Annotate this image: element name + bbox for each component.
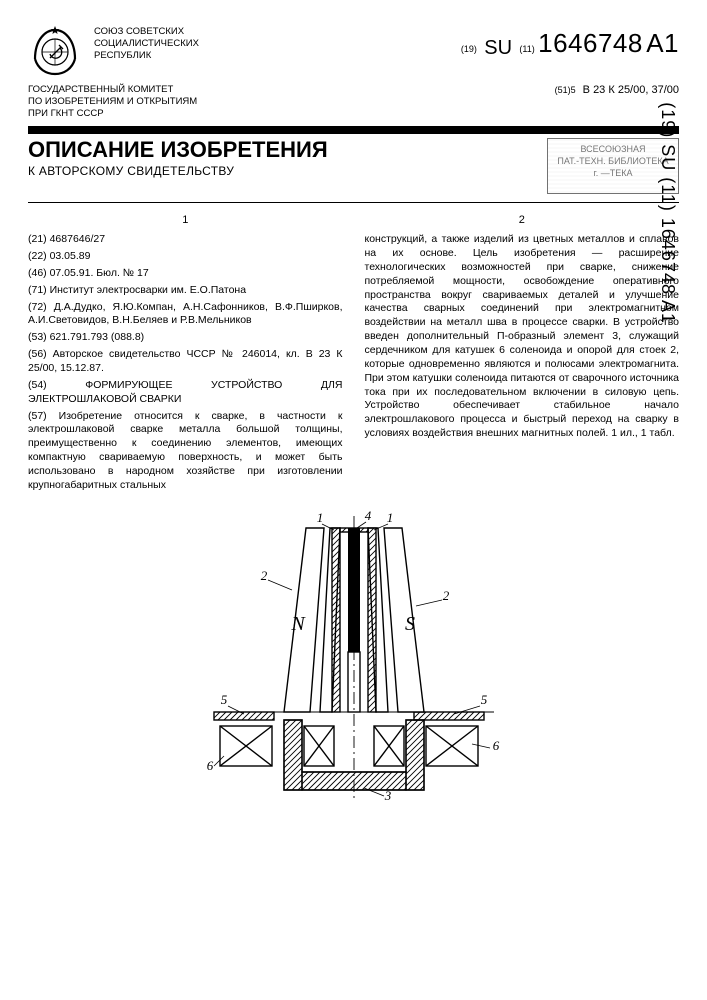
col2-number: 2 bbox=[365, 213, 680, 228]
state-committee: ГОСУДАРСТВЕННЫЙ КОМИТЕТ ПО ИЗОБРЕТЕНИЯМ … bbox=[28, 84, 197, 120]
svg-text:6: 6 bbox=[206, 758, 213, 773]
country-code: SU bbox=[484, 37, 512, 59]
svg-text:2: 2 bbox=[442, 588, 449, 603]
light-rule bbox=[28, 202, 679, 203]
svg-text:N: N bbox=[290, 613, 306, 635]
svg-text:1: 1 bbox=[316, 510, 323, 525]
svg-text:1: 1 bbox=[386, 510, 393, 525]
field-53: (53) 621.791.793 (088.8) bbox=[28, 331, 343, 345]
svg-text:S: S bbox=[405, 613, 415, 635]
issuing-body: СОЮЗ СОВЕТСКИХ СОЦИАЛИСТИЧЕСКИХ РЕСПУБЛИ… bbox=[94, 24, 199, 62]
svg-text:4: 4 bbox=[364, 510, 371, 523]
kind-code: A1 bbox=[646, 28, 679, 58]
kind-prefix: (11) bbox=[519, 44, 534, 54]
figure-diagram: N S 1 1 4 2 2 5 5 6 6 3 bbox=[28, 510, 679, 810]
svg-text:3: 3 bbox=[383, 788, 391, 803]
side-doc-number: (19) SU (11) 1646748 A1 bbox=[657, 102, 678, 324]
field-72: (72) Д.А.Дудко, Я.Ю.Компан, А.Н.Сафонник… bbox=[28, 301, 343, 329]
abstract-block: конструкций, а также изделий из цветных … bbox=[365, 233, 680, 441]
field-71: (71) Институт электросварки им. Е.О.Пато… bbox=[28, 284, 343, 298]
heavy-rule bbox=[28, 126, 679, 134]
patent-number: (19) SU (11) 1646748 A1 bbox=[461, 24, 679, 60]
field-54: (54) ФОРМИРУЮЩЕЕ УСТРОЙСТВО ДЛЯ ЭЛЕКТРОШ… bbox=[28, 379, 343, 407]
svg-text:5: 5 bbox=[480, 692, 487, 707]
field-56: (56) Авторское свидетельство ЧССР № 2460… bbox=[28, 348, 343, 376]
field-22: (22) 03.05.89 bbox=[28, 250, 343, 264]
ussr-emblem bbox=[28, 24, 82, 78]
field-57: (57) Изобретение относится к сварке, в ч… bbox=[28, 410, 343, 493]
page-subtitle: К АВТОРСКОМУ СВИДЕТЕЛЬСТВУ bbox=[28, 164, 328, 178]
field-21: (21) 4687646/27 bbox=[28, 233, 343, 247]
svg-text:6: 6 bbox=[492, 738, 499, 753]
field-46: (46) 07.05.91. Бюл. № 17 bbox=[28, 267, 343, 281]
doc-number: 1646748 bbox=[538, 28, 643, 58]
svg-text:5: 5 bbox=[220, 692, 227, 707]
svg-text:2: 2 bbox=[260, 568, 267, 583]
country-code-prefix: (19) bbox=[461, 44, 477, 54]
page-title: ОПИСАНИЕ ИЗОБРЕТЕНИЯ bbox=[28, 138, 328, 161]
bibliography-block: (21) 4687646/27 (22) 03.05.89 (46) 07.05… bbox=[28, 233, 343, 493]
col1-number: 1 bbox=[28, 213, 343, 228]
